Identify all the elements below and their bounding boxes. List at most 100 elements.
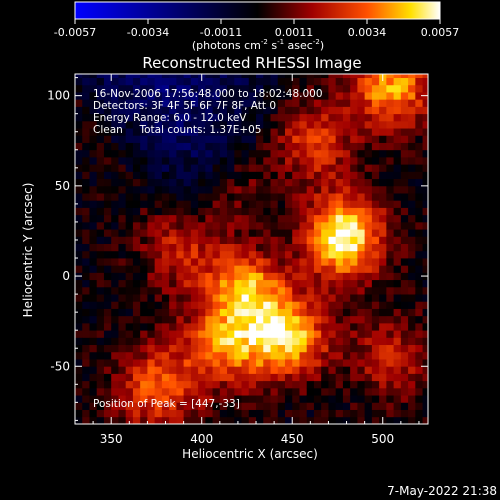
heatmap-cell xyxy=(256,315,264,324)
heatmap-cell xyxy=(198,120,206,129)
heatmap-cell xyxy=(313,164,322,172)
heatmap-cell xyxy=(96,315,105,324)
heatmap-cell xyxy=(125,236,134,244)
annotation-detectors: Detectors: 3F 4F 5F 6F 7F 8F, Att 0 xyxy=(93,100,276,112)
heatmap-cell xyxy=(227,193,235,201)
heatmap-cell xyxy=(154,243,163,252)
heatmap-cell xyxy=(400,366,409,374)
heatmap-cell xyxy=(400,301,409,309)
heatmap-cell xyxy=(241,315,250,324)
heatmap-cell xyxy=(169,265,177,273)
heatmap-cell xyxy=(263,322,271,331)
heatmap-cell xyxy=(313,207,322,216)
heatmap-cell xyxy=(277,373,286,382)
heatmap-cell xyxy=(371,373,380,382)
heatmap-cell xyxy=(270,229,279,237)
heatmap-cell xyxy=(234,113,242,122)
heatmap-cell xyxy=(357,193,366,201)
heatmap-cell xyxy=(400,344,409,353)
heatmap-cell xyxy=(350,366,358,374)
heatmap-cell xyxy=(306,402,315,410)
heatmap-cell xyxy=(335,243,344,252)
heatmap-cell xyxy=(198,164,206,172)
heatmap-cell xyxy=(386,322,394,331)
heatmap-cell xyxy=(241,229,250,237)
heatmap-cell xyxy=(169,308,177,317)
heatmap-cell xyxy=(277,258,286,266)
heatmap-cell xyxy=(415,315,423,324)
heatmap-cell xyxy=(227,106,235,115)
heatmap-cell xyxy=(342,193,351,201)
heatmap-cell xyxy=(270,214,279,223)
heatmap-cell xyxy=(140,149,148,158)
heatmap-cell xyxy=(140,330,148,338)
heatmap-cell xyxy=(147,315,156,324)
heatmap-cell xyxy=(241,380,250,389)
heatmap-cell xyxy=(350,243,358,252)
heatmap-cell xyxy=(350,84,358,93)
heatmap-cell xyxy=(140,387,148,396)
heatmap-cell xyxy=(183,229,192,237)
heatmap-cell xyxy=(328,351,337,360)
heatmap-cell xyxy=(205,243,213,252)
heatmap-cell xyxy=(103,322,112,331)
heatmap-cell xyxy=(342,84,351,93)
peak-label: Position of Peak = [447,-33] xyxy=(93,398,240,410)
heatmap-cell xyxy=(89,214,98,223)
heatmap-cell xyxy=(183,171,192,180)
heatmap-cell xyxy=(256,149,264,158)
heatmap-cell xyxy=(82,142,90,151)
heatmap-cell xyxy=(342,359,351,367)
heatmap-cell xyxy=(140,156,148,165)
heatmap-cell xyxy=(118,77,127,86)
heatmap-cell xyxy=(140,214,148,223)
heatmap-cell xyxy=(154,178,163,187)
heatmap-cell xyxy=(400,279,409,288)
heatmap-cell xyxy=(103,120,112,129)
heatmap-cell xyxy=(176,279,185,288)
colorbar-tick-label: -0.0011 xyxy=(200,26,242,39)
heatmap-cell xyxy=(234,221,242,230)
heatmap-cell xyxy=(241,84,250,93)
heatmap-cell xyxy=(219,265,228,273)
heatmap-cell xyxy=(103,344,112,353)
heatmap-cell xyxy=(96,229,105,237)
heatmap-cell xyxy=(190,171,199,180)
heatmap-cell xyxy=(154,135,163,143)
heatmap-cell xyxy=(183,164,192,172)
heatmap-cell xyxy=(400,373,409,382)
heatmap-cell xyxy=(176,344,185,353)
heatmap-cell xyxy=(82,373,90,382)
heatmap-cell xyxy=(111,330,119,338)
heatmap-cell xyxy=(96,373,105,382)
heatmap-cell xyxy=(400,74,409,79)
heatmap-cell xyxy=(140,337,148,346)
heatmap-cell xyxy=(169,373,177,382)
heatmap-cell xyxy=(132,315,141,324)
heatmap-cell xyxy=(400,308,409,317)
heatmap-cell xyxy=(219,120,228,129)
heatmap-cell xyxy=(313,344,322,353)
heatmap-cell xyxy=(212,156,221,165)
heatmap-cell xyxy=(132,214,141,223)
heatmap-cell xyxy=(125,84,134,93)
heatmap-cell xyxy=(357,128,366,136)
heatmap-cell xyxy=(205,395,213,403)
heatmap-cell xyxy=(277,272,286,281)
heatmap-cell xyxy=(321,106,329,115)
heatmap-cell xyxy=(321,344,329,353)
heatmap-cell xyxy=(284,265,293,273)
heatmap-cell xyxy=(111,236,119,244)
heatmap-cell xyxy=(183,265,192,273)
heatmap-cell xyxy=(306,193,315,201)
heatmap-cell xyxy=(241,77,250,86)
heatmap-cell xyxy=(212,308,221,317)
heatmap-cell xyxy=(313,92,322,100)
heatmap-cell xyxy=(183,272,192,281)
heatmap-cell xyxy=(306,99,315,107)
heatmap-cell xyxy=(400,330,409,338)
y-tick-label: 100 xyxy=(47,89,70,103)
heatmap-cell xyxy=(89,416,98,424)
heatmap-cell xyxy=(89,77,98,86)
heatmap-cell xyxy=(299,322,308,331)
